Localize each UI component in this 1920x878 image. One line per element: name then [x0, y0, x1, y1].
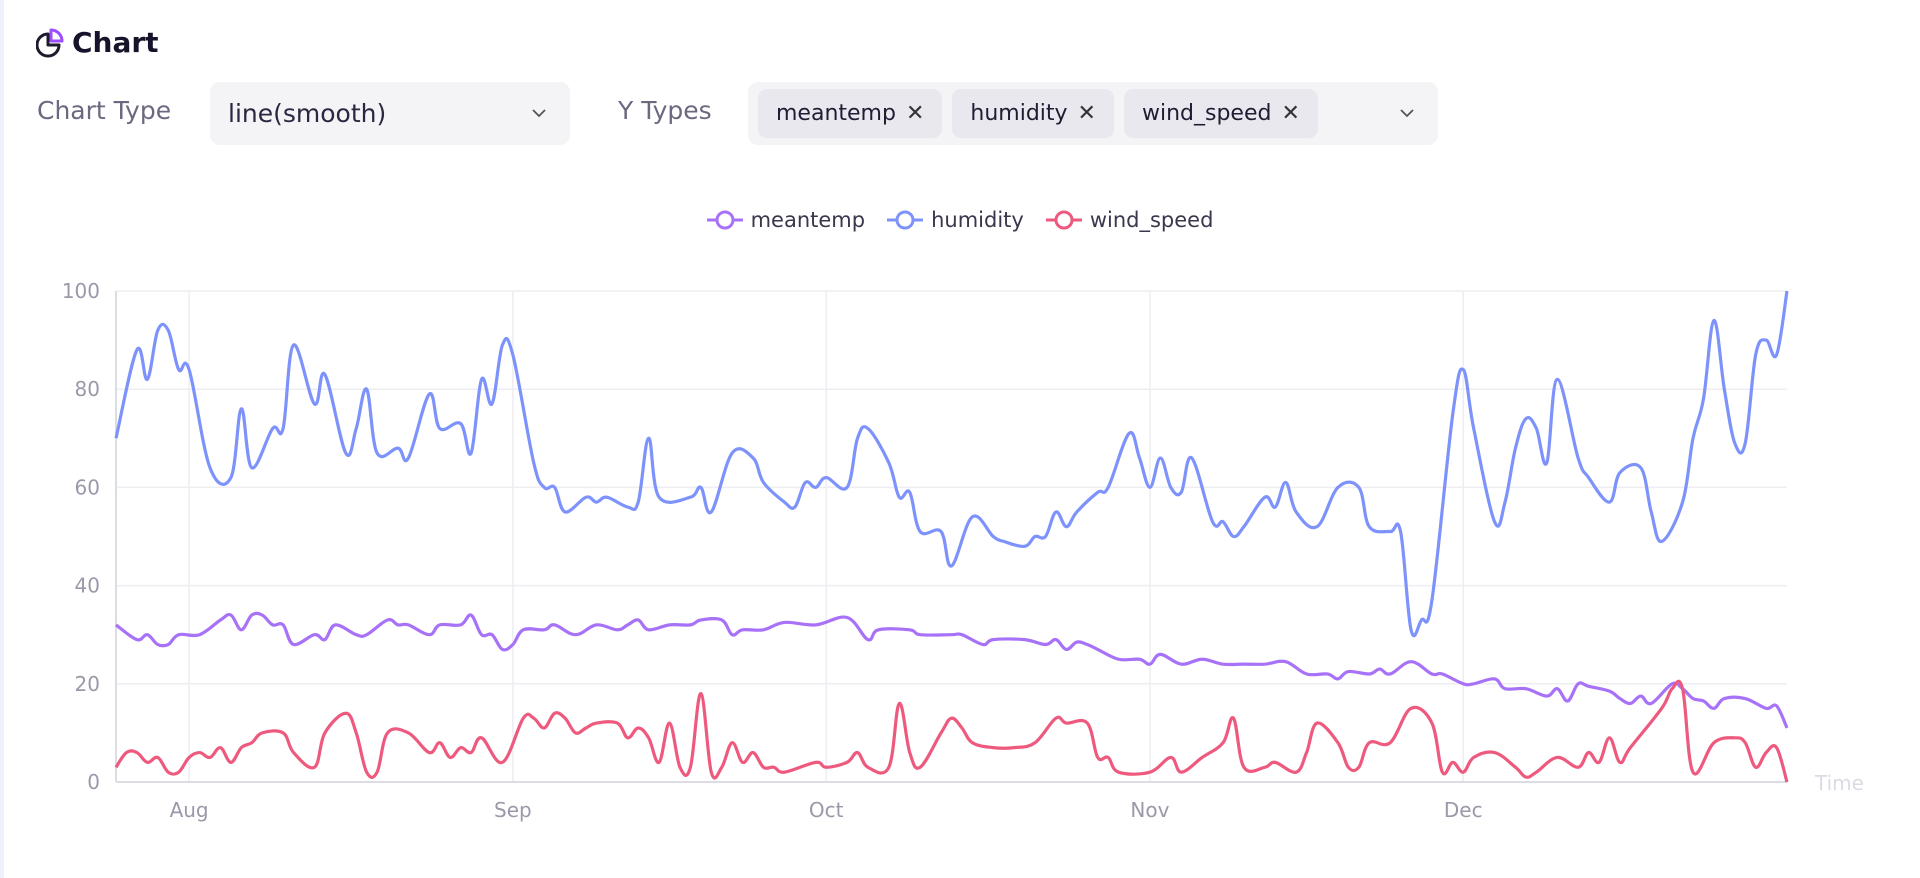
remove-tag-icon[interactable]: ✕ — [905, 101, 925, 126]
legend-marker-icon — [706, 210, 743, 230]
x-tick-label: Dec — [1444, 798, 1483, 822]
y-tick-label: 40 — [75, 574, 100, 598]
y-tick-label: 100 — [62, 279, 100, 303]
y-types-multiselect[interactable]: meantemp ✕ humidity ✕ wind_speed ✕ — [748, 82, 1438, 145]
legend-label: wind_speed — [1089, 208, 1214, 232]
legend-label: humidity — [931, 208, 1024, 232]
series-line-humidity — [114, 290, 1789, 638]
tag-label: humidity — [970, 101, 1068, 126]
y-tick-label: 60 — [75, 475, 100, 499]
legend-item-humidity[interactable]: humidity — [887, 208, 1024, 232]
chart-type-select[interactable]: line(smooth) — [210, 82, 570, 145]
legend-item-wind-speed[interactable]: wind_speed — [1045, 208, 1214, 232]
series-line-wind-speed — [114, 679, 1789, 783]
page-title: Chart — [72, 26, 159, 59]
legend-item-meantemp[interactable]: meantemp — [706, 208, 866, 232]
tag-meantemp: meantemp ✕ — [758, 89, 943, 138]
x-tick-label: Aug — [170, 798, 209, 822]
tag-humidity: humidity ✕ — [952, 89, 1114, 138]
x-axis-label: Time — [1814, 771, 1864, 795]
tag-wind-speed: wind_speed ✕ — [1123, 89, 1318, 138]
x-tick-label: Sep — [494, 798, 532, 822]
chart-type-value: line(smooth) — [228, 99, 387, 128]
page-edge — [0, 0, 4, 878]
y-tick-label: 20 — [75, 672, 100, 696]
y-types-label: Y Types — [618, 96, 712, 125]
legend-label: meantemp — [750, 208, 866, 232]
x-tick-label: Nov — [1130, 798, 1169, 822]
remove-tag-icon[interactable]: ✕ — [1281, 101, 1300, 126]
legend-marker-icon — [1045, 210, 1082, 230]
series-line-meantemp — [115, 611, 1789, 729]
y-tick-label: 0 — [87, 770, 100, 794]
chevron-down-icon — [1400, 109, 1414, 118]
chart-type-label: Chart Type — [37, 96, 172, 125]
chevron-down-icon — [532, 109, 546, 118]
remove-tag-icon[interactable]: ✕ — [1077, 101, 1096, 126]
pie-chart-icon — [36, 28, 64, 57]
tag-label: meantemp — [776, 101, 896, 126]
legend-marker-icon — [887, 210, 924, 230]
x-tick-label: Oct — [809, 798, 844, 822]
chart-header: Chart — [36, 26, 159, 59]
chart-legend: meantemp humidity wind_speed — [0, 208, 1920, 232]
y-tick-label: 80 — [75, 377, 100, 401]
tag-label: wind_speed — [1141, 101, 1272, 126]
